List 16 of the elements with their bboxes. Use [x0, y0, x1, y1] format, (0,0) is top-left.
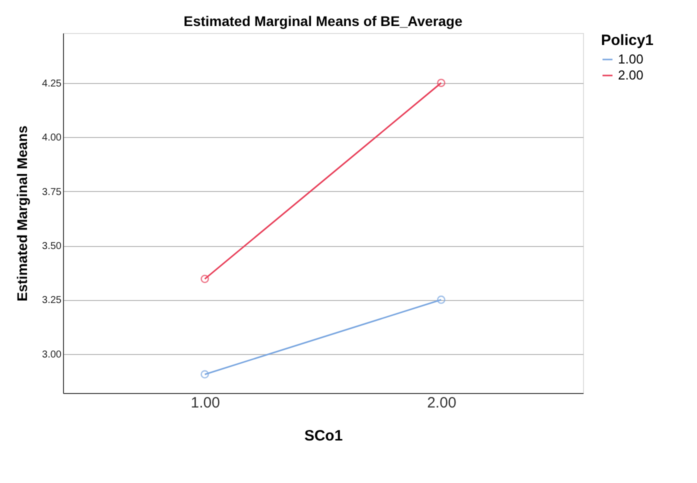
y-tick-label: 3.75	[42, 186, 62, 198]
point	[200, 274, 210, 284]
point	[436, 78, 446, 88]
legend-label: 2.00	[618, 68, 644, 82]
point	[436, 296, 446, 304]
y-tick-label: 4.25	[42, 78, 62, 90]
y-tick-label: 3.25	[42, 295, 62, 306]
y-tick-label: 4.00	[42, 132, 62, 144]
point	[200, 370, 210, 379]
y-tick-label: 3.00	[42, 349, 62, 360]
chart-title: Estimated Marginal Means of BE_Average	[184, 13, 463, 29]
legend-label: 1.00	[618, 52, 644, 66]
legend-title: Policy1	[601, 32, 654, 49]
x-axis-title: SCo1	[304, 428, 343, 444]
y-tick-label: 3.50	[42, 241, 62, 252]
y-axis-title: Estimated Marginal Means	[14, 125, 30, 302]
